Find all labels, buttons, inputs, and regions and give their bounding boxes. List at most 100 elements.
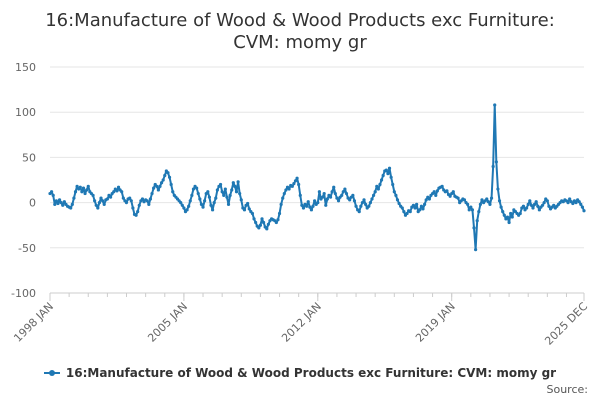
data-point[interactable] bbox=[359, 204, 363, 208]
data-point[interactable] bbox=[94, 203, 98, 207]
data-point[interactable] bbox=[488, 202, 492, 207]
data-point[interactable] bbox=[502, 213, 506, 217]
data-point[interactable] bbox=[571, 201, 575, 206]
data-point[interactable] bbox=[343, 187, 347, 191]
data-point[interactable] bbox=[96, 206, 100, 210]
data-point[interactable] bbox=[470, 208, 475, 212]
data-point[interactable] bbox=[185, 208, 189, 212]
data-point[interactable] bbox=[281, 196, 285, 200]
data-point[interactable] bbox=[134, 213, 138, 217]
data-point[interactable] bbox=[509, 211, 513, 216]
data-point[interactable] bbox=[159, 181, 164, 185]
data-point[interactable] bbox=[472, 226, 476, 230]
data-point[interactable] bbox=[250, 211, 255, 216]
data-point[interactable] bbox=[108, 195, 113, 199]
data-point[interactable] bbox=[239, 198, 243, 202]
data-point[interactable] bbox=[155, 184, 159, 188]
data-point[interactable] bbox=[73, 190, 78, 194]
data-point[interactable] bbox=[480, 198, 484, 202]
data-point[interactable] bbox=[333, 191, 337, 196]
data-point[interactable] bbox=[223, 187, 227, 191]
data-point[interactable] bbox=[260, 217, 264, 221]
data-point[interactable] bbox=[421, 207, 425, 211]
data-point[interactable] bbox=[209, 203, 213, 207]
data-point[interactable] bbox=[225, 195, 229, 199]
data-point[interactable] bbox=[545, 199, 549, 203]
data-point[interactable] bbox=[505, 215, 510, 219]
data-point[interactable] bbox=[540, 203, 545, 207]
data-point[interactable] bbox=[156, 188, 160, 192]
data-point[interactable] bbox=[49, 190, 54, 194]
data-point[interactable] bbox=[81, 186, 86, 190]
data-point[interactable] bbox=[233, 184, 237, 188]
data-point[interactable] bbox=[392, 190, 396, 194]
data-point[interactable] bbox=[80, 190, 84, 194]
data-point[interactable] bbox=[411, 203, 416, 207]
data-point[interactable] bbox=[180, 203, 184, 207]
data-point[interactable] bbox=[59, 201, 63, 205]
data-point[interactable] bbox=[218, 182, 223, 187]
data-point[interactable] bbox=[147, 202, 151, 207]
data-point[interactable] bbox=[400, 206, 404, 210]
data-point[interactable] bbox=[364, 202, 368, 207]
data-point[interactable] bbox=[462, 198, 467, 202]
data-point[interactable] bbox=[370, 197, 374, 201]
data-point[interactable] bbox=[257, 226, 261, 230]
data-point[interactable] bbox=[415, 202, 419, 207]
data-point[interactable] bbox=[252, 217, 256, 221]
data-point[interactable] bbox=[247, 207, 251, 211]
data-point[interactable] bbox=[308, 205, 312, 209]
data-point[interactable] bbox=[352, 199, 357, 203]
data-point[interactable] bbox=[97, 201, 102, 205]
data-point[interactable] bbox=[542, 201, 546, 205]
data-point[interactable] bbox=[332, 185, 336, 189]
data-point[interactable] bbox=[547, 204, 551, 208]
data-point[interactable] bbox=[351, 193, 355, 197]
data-point[interactable] bbox=[408, 210, 412, 214]
data-point[interactable] bbox=[191, 187, 196, 191]
data-point[interactable] bbox=[375, 184, 379, 188]
data-point[interactable] bbox=[228, 193, 232, 197]
data-point[interactable] bbox=[61, 203, 65, 207]
data-point[interactable] bbox=[496, 187, 500, 191]
data-point[interactable] bbox=[70, 202, 74, 207]
data-point[interactable] bbox=[391, 182, 395, 187]
data-point[interactable] bbox=[148, 197, 153, 201]
data-point[interactable] bbox=[336, 199, 341, 203]
data-point[interactable] bbox=[277, 211, 282, 216]
data-point[interactable] bbox=[102, 202, 106, 207]
data-point[interactable] bbox=[397, 201, 401, 206]
data-point[interactable] bbox=[179, 201, 183, 205]
data-point[interactable] bbox=[136, 210, 140, 214]
data-point[interactable] bbox=[341, 190, 345, 194]
data-point[interactable] bbox=[534, 200, 538, 204]
data-point[interactable] bbox=[93, 199, 97, 203]
data-point[interactable] bbox=[424, 198, 428, 202]
data-point[interactable] bbox=[290, 184, 294, 188]
data-point[interactable] bbox=[207, 195, 211, 199]
data-point[interactable] bbox=[574, 201, 578, 205]
data-point[interactable] bbox=[432, 190, 436, 194]
data-point[interactable] bbox=[368, 201, 372, 205]
data-point[interactable] bbox=[284, 188, 288, 192]
data-point[interactable] bbox=[187, 204, 191, 208]
data-point[interactable] bbox=[501, 210, 505, 214]
data-point[interactable] bbox=[150, 191, 154, 196]
data-point[interactable] bbox=[292, 182, 296, 186]
data-point[interactable] bbox=[287, 187, 291, 191]
data-point[interactable] bbox=[166, 171, 170, 175]
data-point[interactable] bbox=[293, 179, 298, 183]
data-point[interactable] bbox=[265, 227, 269, 231]
data-point[interactable] bbox=[309, 208, 314, 212]
data-point[interactable] bbox=[435, 189, 439, 193]
data-point[interactable] bbox=[246, 201, 250, 206]
data-point[interactable] bbox=[201, 205, 205, 209]
data-point[interactable] bbox=[124, 201, 129, 205]
data-point[interactable] bbox=[405, 211, 409, 216]
data-point[interactable] bbox=[579, 202, 583, 207]
data-point[interactable] bbox=[86, 184, 90, 188]
data-point[interactable] bbox=[427, 197, 431, 201]
data-point[interactable] bbox=[161, 178, 165, 182]
data-point[interactable] bbox=[526, 202, 530, 207]
data-point[interactable] bbox=[478, 202, 482, 207]
